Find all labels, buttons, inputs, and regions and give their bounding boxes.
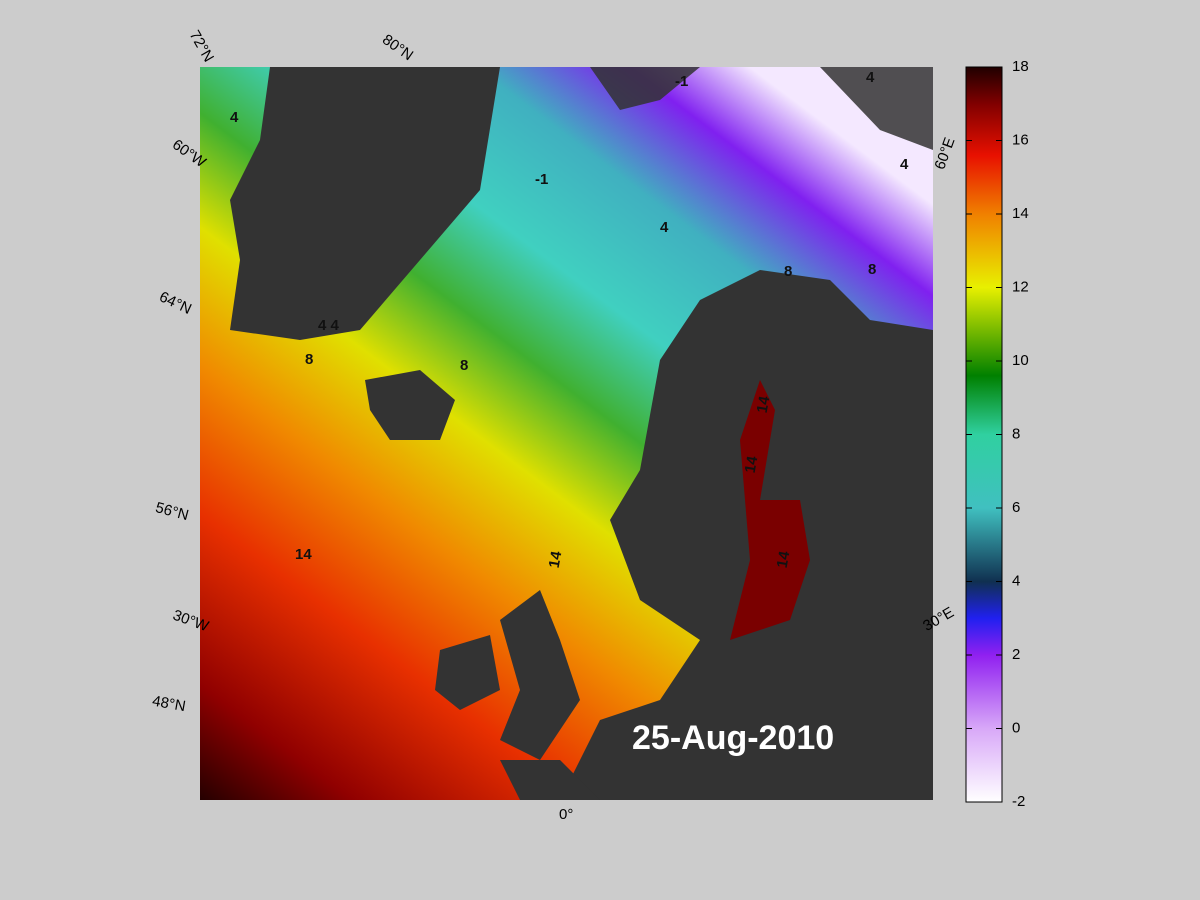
land-france: [500, 760, 600, 800]
colorbar-tick-label: 18: [1012, 58, 1029, 75]
contour-label: 8: [460, 357, 468, 374]
colorbar-tick-label: 8: [1012, 425, 1020, 442]
colorbar-tick-label: -2: [1012, 793, 1025, 810]
land-greenland: [230, 67, 500, 340]
grid-label: 64°N: [157, 288, 195, 318]
contour-label: 4: [866, 69, 875, 86]
colorbar-tick-label: 14: [1012, 205, 1029, 222]
colorbar: -2 0 2 4 6 8 10 12 14 16 18: [965, 58, 1029, 810]
grid-label: 48°N: [151, 693, 187, 716]
contour-label: 14: [754, 394, 774, 414]
grid-label: 60°E: [931, 135, 958, 172]
grid-label: 80°N: [379, 31, 416, 64]
contour-label: 14: [774, 549, 794, 569]
contour-label: 4: [660, 219, 669, 236]
contour-label: 8: [784, 263, 792, 280]
contour-label: 4: [230, 109, 239, 126]
contour-label: 8: [868, 261, 876, 278]
colorbar-tick-label: 6: [1012, 499, 1020, 516]
land-scandinavia: [560, 270, 933, 800]
baltic-sea: [730, 380, 810, 640]
map: 4 -1 -1 4 4 4 8 8 8 8 4 4 14 14 14 14 14…: [200, 67, 933, 800]
colorbar-tick-label: 4: [1012, 572, 1020, 589]
colorbar-tick-label: 2: [1012, 646, 1020, 663]
contour-label: -1: [675, 73, 688, 90]
contour-label: 4 4: [318, 317, 340, 334]
grid-label: 72°N: [186, 27, 217, 65]
land-britain: [500, 590, 580, 760]
grid-label: 0°: [559, 806, 573, 823]
contour-label: 4: [900, 156, 909, 173]
colorbar-tick-label: 16: [1012, 131, 1029, 148]
colorbar-tick-label: 12: [1012, 278, 1029, 295]
grid-label: 56°N: [154, 499, 191, 524]
date-label: 25-Aug-2010: [632, 719, 834, 757]
land-iceland: [365, 370, 455, 440]
contour-label: -1: [535, 171, 548, 188]
contour-label: 14: [546, 549, 566, 569]
colorbar-tick-label: 0: [1012, 719, 1020, 736]
land-ireland: [435, 635, 500, 710]
contour-label: 8: [305, 351, 313, 368]
graticule-labels: 72°N 80°N 60°W 64°N 56°N 30°W 48°N 0° 60…: [151, 27, 959, 822]
colorbar-tick-label: 10: [1012, 352, 1029, 369]
contour-label: 14: [295, 546, 312, 563]
land-svalbard: [590, 67, 933, 150]
contour-label: 14: [742, 454, 762, 474]
